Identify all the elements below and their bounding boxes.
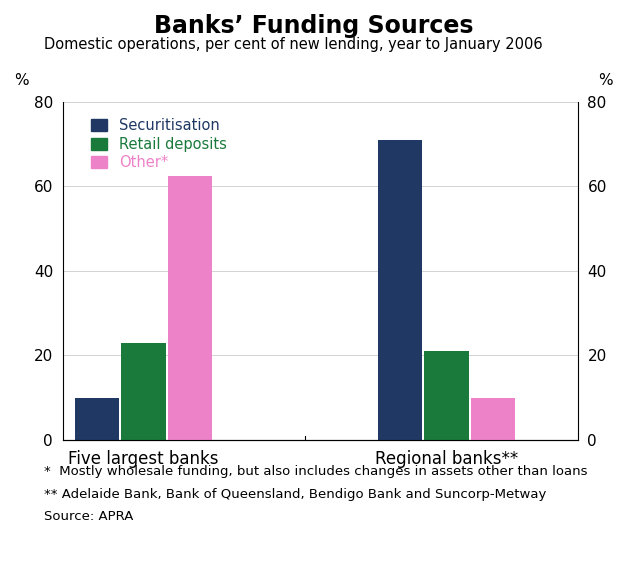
Bar bbox=[121, 342, 166, 440]
Text: ** Adelaide Bank, Bank of Queensland, Bendigo Bank and Suncorp-Metway: ** Adelaide Bank, Bank of Queensland, Be… bbox=[44, 488, 546, 501]
Text: %: % bbox=[598, 73, 613, 88]
Bar bbox=[471, 398, 515, 440]
Text: Domestic operations, per cent of new lending, year to January 2006: Domestic operations, per cent of new len… bbox=[44, 37, 543, 52]
Bar bbox=[75, 398, 119, 440]
Bar bbox=[378, 140, 422, 440]
Text: Source: APRA: Source: APRA bbox=[44, 510, 133, 523]
Text: Banks’ Funding Sources: Banks’ Funding Sources bbox=[154, 14, 474, 38]
Text: *  Mostly wholesale funding, but also includes changes in assets other than loan: * Mostly wholesale funding, but also inc… bbox=[44, 465, 587, 478]
Legend: Securitisation, Retail deposits, Other*: Securitisation, Retail deposits, Other* bbox=[85, 112, 233, 176]
Bar bbox=[168, 152, 212, 440]
Bar bbox=[425, 351, 468, 440]
Text: %: % bbox=[14, 73, 28, 88]
